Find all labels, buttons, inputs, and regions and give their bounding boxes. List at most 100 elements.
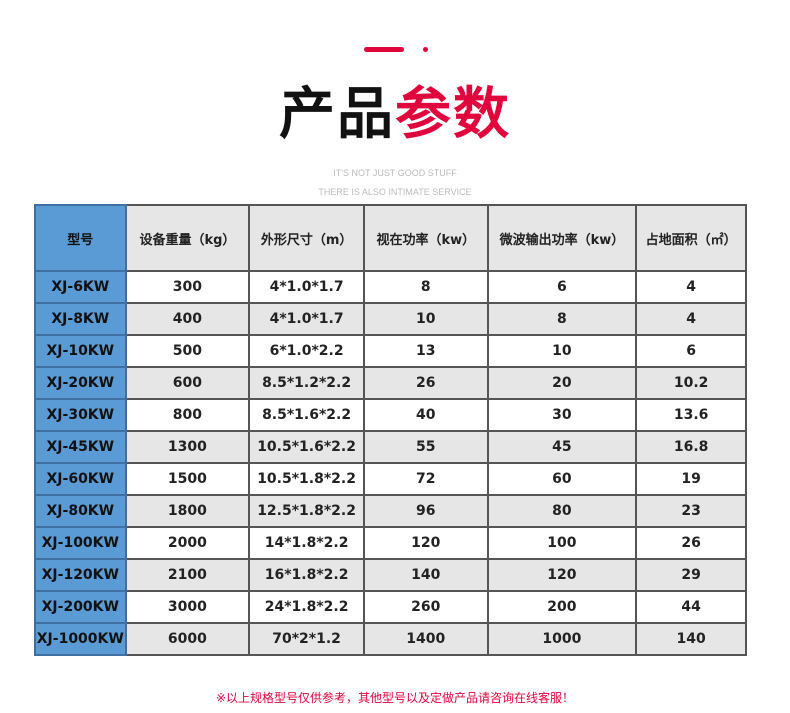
table-cell: 1800	[124, 494, 251, 528]
column-header: 设备重量（kg）	[124, 204, 251, 272]
model-cell: XJ-30KW	[34, 398, 127, 432]
table-cell: 1400	[362, 622, 489, 656]
table-cell: 26	[635, 526, 747, 560]
table-row: XJ-120KW 2100 16*1.8*2.2 140 120 29	[34, 558, 747, 592]
table-cell: 8.5*1.6*2.2	[248, 398, 365, 432]
table-cell: 6*1.0*2.2	[248, 334, 365, 368]
table-cell: 6	[486, 270, 638, 304]
table-cell: 1300	[124, 430, 251, 464]
table-cell: 3000	[124, 590, 251, 624]
table-cell: 13.6	[635, 398, 747, 432]
model-cell: XJ-45KW	[34, 430, 127, 464]
table-cell: 10.5*1.8*2.2	[248, 462, 365, 496]
table-cell: 600	[124, 366, 251, 400]
table-cell: 120	[362, 526, 489, 560]
table-cell: 140	[362, 558, 489, 592]
table-cell: 16.8	[635, 430, 747, 464]
model-cell: XJ-100KW	[34, 526, 127, 560]
table-cell: 8.5*1.2*2.2	[248, 366, 365, 400]
model-cell: XJ-80KW	[34, 494, 127, 528]
footer-note: ※以上规格型号仅供参考，其他型号以及定做产品请咨询在线客服！	[215, 691, 575, 705]
table-cell: 24*1.8*2.2	[248, 590, 365, 624]
table-cell: 2000	[124, 526, 251, 560]
table-cell: 20	[486, 366, 638, 400]
column-header: 外形尺寸（m）	[248, 204, 365, 272]
table-cell: 4*1.0*1.7	[248, 302, 365, 336]
table-cell: 10.2	[635, 366, 747, 400]
table-cell: 10.5*1.6*2.2	[248, 430, 365, 464]
table-cell: 10	[486, 334, 638, 368]
table-row: XJ-45KW 1300 10.5*1.6*2.2 55 45 16.8	[34, 430, 747, 464]
title-decoration-dot	[423, 47, 428, 52]
table-header-row: 型号 设备重量（kg） 外形尺寸（m） 视在功率（kw） 微波输出功率（kw） 占地面积（…	[34, 204, 747, 272]
table-cell: 1000	[486, 622, 638, 656]
column-header: 微波输出功率（kw）	[486, 204, 638, 272]
title-decoration-bar	[364, 47, 404, 52]
table-cell: 500	[124, 334, 251, 368]
table-cell: 12.5*1.8*2.2	[248, 494, 365, 528]
table-cell: 300	[124, 270, 251, 304]
subtitle-2: THERE IS ALSO INTIMATE SERVICE	[318, 187, 472, 197]
table-cell: 260	[362, 590, 489, 624]
table-row: XJ-80KW 1800 12.5*1.8*2.2 96 80 23	[34, 494, 747, 528]
column-header: 视在功率（kw）	[362, 204, 489, 272]
table-row: XJ-30KW 800 8.5*1.6*2.2 40 30 13.6	[34, 398, 747, 432]
table-row: XJ-10KW 500 6*1.0*2.2 13 10 6	[34, 334, 747, 368]
page-title: 产品参数	[0, 80, 790, 150]
table-cell: 14*1.8*2.2	[248, 526, 365, 560]
table-cell: 10	[362, 302, 489, 336]
model-cell: XJ-20KW	[34, 366, 127, 400]
model-cell: XJ-1000KW	[34, 622, 127, 656]
table-cell: 16*1.8*2.2	[248, 558, 365, 592]
model-cell: XJ-120KW	[34, 558, 127, 592]
title-red: 参数	[395, 82, 511, 147]
table-cell: 400	[124, 302, 251, 336]
table-cell: 120	[486, 558, 638, 592]
table-cell: 8	[486, 302, 638, 336]
column-header: 型号	[34, 204, 127, 272]
table-cell: 19	[635, 462, 747, 496]
table-cell: 55	[362, 430, 489, 464]
table-row: XJ-1000KW 6000 70*2*1.2 1400 1000 140	[34, 622, 747, 656]
table-cell: 72	[362, 462, 489, 496]
column-header: 占地面积（㎡）	[635, 204, 747, 272]
table-row: XJ-20KW 600 8.5*1.2*2.2 26 20 10.2	[34, 366, 747, 400]
table-row: XJ-6KW 300 4*1.0*1.7 8 6 4	[34, 270, 747, 304]
table-cell: 100	[486, 526, 638, 560]
table-cell: 4	[635, 270, 747, 304]
table-cell: 44	[635, 590, 747, 624]
table-row: XJ-100KW 2000 14*1.8*2.2 120 100 26	[34, 526, 747, 560]
model-cell: XJ-200KW	[34, 590, 127, 624]
table-cell: 200	[486, 590, 638, 624]
table-cell: 26	[362, 366, 489, 400]
table-cell: 6	[635, 334, 747, 368]
model-cell: XJ-60KW	[34, 462, 127, 496]
table-cell: 40	[362, 398, 489, 432]
table-cell: 1500	[124, 462, 251, 496]
model-cell: XJ-8KW	[34, 302, 127, 336]
model-cell: XJ-10KW	[34, 334, 127, 368]
table-cell: 140	[635, 622, 747, 656]
spec-table: 型号 设备重量（kg） 外形尺寸（m） 视在功率（kw） 微波输出功率（kw） 占地面积（…	[34, 204, 747, 656]
table-cell: 4	[635, 302, 747, 336]
table-cell: 45	[486, 430, 638, 464]
table-cell: 2100	[124, 558, 251, 592]
table-cell: 60	[486, 462, 638, 496]
table-cell: 6000	[124, 622, 251, 656]
table-cell: 8	[362, 270, 489, 304]
table-cell: 4*1.0*1.7	[248, 270, 365, 304]
table-cell: 96	[362, 494, 489, 528]
table-cell: 23	[635, 494, 747, 528]
table-row: XJ-60KW 1500 10.5*1.8*2.2 72 60 19	[34, 462, 747, 496]
subtitle-1: IT'S NOT JUST GOOD STUFF	[333, 168, 457, 178]
title-black: 产品	[279, 82, 395, 147]
model-cell: XJ-6KW	[34, 270, 127, 304]
table-cell: 80	[486, 494, 638, 528]
table-cell: 29	[635, 558, 747, 592]
table-cell: 70*2*1.2	[248, 622, 365, 656]
table-row: XJ-8KW 400 4*1.0*1.7 10 8 4	[34, 302, 747, 336]
table-cell: 800	[124, 398, 251, 432]
table-row: XJ-200KW 3000 24*1.8*2.2 260 200 44	[34, 590, 747, 624]
table-cell: 13	[362, 334, 489, 368]
table-cell: 30	[486, 398, 638, 432]
